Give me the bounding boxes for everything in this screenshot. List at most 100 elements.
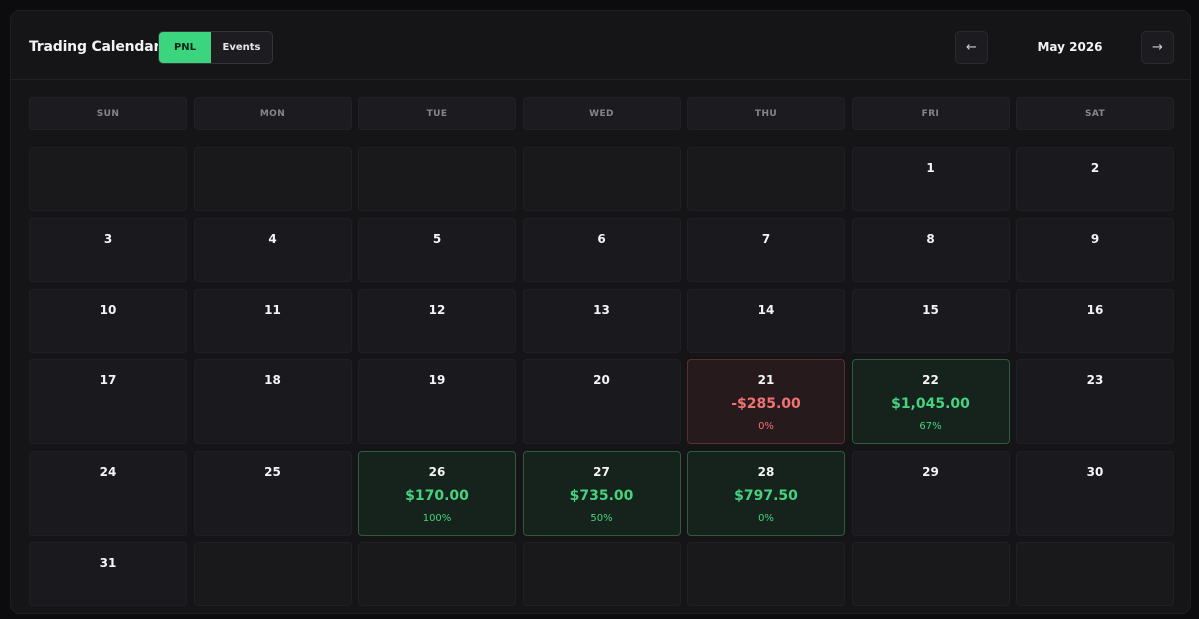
day-number: 16 [1086,303,1104,317]
day-cell-16[interactable]: 16 [1016,289,1174,353]
day-cell-23[interactable]: 23 [1016,359,1174,444]
day-cell-9[interactable]: 9 [1016,218,1174,282]
day-number: 25 [264,465,281,479]
day-number: 8 [926,232,935,246]
day-cell-3[interactable]: 3 [29,218,187,282]
day-number: 6 [597,232,606,246]
day-cell-14[interactable]: 14 [687,289,845,353]
pnl-toggle-button[interactable]: PNL [159,32,211,63]
day-number: 17 [99,373,117,387]
day-number: 15 [922,303,939,317]
day-cell-12[interactable]: 12 [358,289,516,353]
empty-day-cell [687,542,845,606]
day-cell-11[interactable]: 11 [193,289,352,353]
events-toggle-button[interactable]: Events [222,42,261,53]
day-cell-24[interactable]: 24 [29,451,187,536]
day-number: 11 [264,303,281,317]
empty-day-cell [193,542,352,606]
weekday-thu: THU [687,97,845,130]
trading-calendar-panel: Trading Calendar PNL Events ← May 2026 →… [10,10,1191,614]
day-number: 22 [922,373,939,387]
empty-day-cell [358,147,516,211]
day-cell-18[interactable]: 18 [193,359,352,444]
day-pnl-value: $797.50 [734,488,798,504]
day-number: 3 [103,232,113,246]
arrow-right-icon: → [1152,40,1163,55]
day-pnl-value: $170.00 [405,488,469,504]
day-number: 26 [428,465,446,479]
day-number: 20 [593,373,610,387]
day-number: 9 [1090,232,1100,246]
day-win-rate: 0% [758,421,774,432]
empty-day-cell [522,147,681,211]
day-cell-1[interactable]: 1 [851,147,1010,211]
day-cell-10[interactable]: 10 [29,289,187,353]
day-cell-6[interactable]: 6 [522,218,681,282]
day-cell-29[interactable]: 29 [851,451,1010,536]
empty-day-cell [687,147,845,211]
empty-day-cell [522,542,681,606]
empty-day-cell [851,542,1010,606]
weekday-fri: FRI [851,97,1010,130]
day-pnl-value: -$285.00 [731,396,801,412]
view-toggle: PNL Events [158,31,273,64]
day-cell-20[interactable]: 20 [522,359,681,444]
day-number: 19 [428,373,446,387]
day-number: 28 [757,465,775,479]
arrow-left-icon: ← [966,40,977,55]
weekday-tue: TUE [358,97,516,130]
calendar-header: Trading Calendar PNL Events ← May 2026 → [11,11,1190,80]
day-number: 10 [99,303,117,317]
empty-day-cell [193,147,352,211]
day-number: 23 [1086,373,1104,387]
day-cell-25[interactable]: 25 [193,451,352,536]
day-cell-27[interactable]: 27 $735.00 50% [522,451,681,536]
day-win-rate: 100% [422,513,452,524]
day-pnl-value: $1,045.00 [891,396,970,412]
day-cell-26[interactable]: 26 $170.00 100% [358,451,516,536]
day-cell-30[interactable]: 30 [1016,451,1174,536]
day-number: 21 [757,373,775,387]
day-cell-8[interactable]: 8 [851,218,1010,282]
day-cell-7[interactable]: 7 [687,218,845,282]
next-month-button[interactable]: → [1141,31,1174,64]
day-number: 7 [761,232,771,246]
day-cell-2[interactable]: 2 [1016,147,1174,211]
day-number: 30 [1086,465,1104,479]
empty-day-cell [29,147,187,211]
day-pnl-value: $735.00 [569,488,634,504]
day-number: 2 [1090,161,1100,175]
empty-day-cell [358,542,516,606]
day-number: 14 [757,303,775,317]
day-cell-19[interactable]: 19 [358,359,516,444]
day-number: 31 [99,556,117,570]
day-cell-28[interactable]: 28 $797.50 0% [687,451,845,536]
day-cell-13[interactable]: 13 [522,289,681,353]
day-number: 12 [428,303,446,317]
prev-month-button[interactable]: ← [955,31,988,64]
weekday-mon: MON [193,97,352,130]
weekday-wed: WED [522,97,681,130]
weekday-sat: SAT [1016,97,1174,130]
day-cell-15[interactable]: 15 [851,289,1010,353]
day-number: 13 [593,303,610,317]
day-number: 4 [268,232,277,246]
day-number: 29 [922,465,939,479]
day-cell-21[interactable]: 21 -$285.00 0% [687,359,845,444]
day-cell-31[interactable]: 31 [29,542,187,606]
day-cell-5[interactable]: 5 [358,218,516,282]
day-number: 18 [264,373,281,387]
day-number: 5 [432,232,442,246]
day-number: 1 [926,161,935,175]
day-cell-17[interactable]: 17 [29,359,187,444]
day-cell-4[interactable]: 4 [193,218,352,282]
empty-day-cell [1016,542,1174,606]
page-title: Trading Calendar [29,39,161,55]
day-cell-22[interactable]: 22 $1,045.00 67% [851,359,1010,444]
weekday-sun: SUN [29,97,187,130]
day-number: 24 [99,465,117,479]
day-win-rate: 50% [590,513,613,524]
day-number: 27 [593,465,610,479]
day-win-rate: 0% [758,513,774,524]
month-label: May 2026 [1037,40,1103,54]
